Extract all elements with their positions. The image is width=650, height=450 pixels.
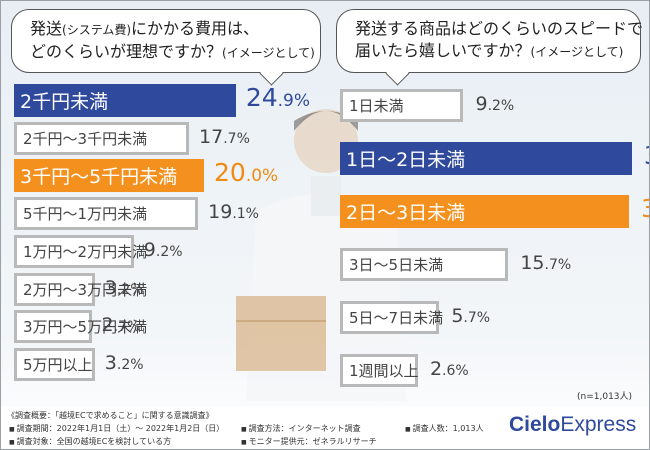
left-question-bubble: 発送(システム費)にかかる費用は、 どのくらいが理想ですか？(イメージとして)	[11, 9, 321, 73]
right-question-line2: 届いたら嬉しいですか？(イメージとして)	[355, 41, 624, 60]
chart0-category-label-2: 3千円～5千円未満	[20, 166, 178, 189]
chart0-category-label-5: 2万円～3万円未満	[23, 280, 148, 299]
chart1-bar-1: 1日～2日未満	[340, 142, 632, 175]
chart0-category-label-3: 5千円～1万円未満	[23, 205, 148, 224]
footer-target: 調査対象：全国の越境ECを検討している方	[9, 436, 171, 447]
chart1-value-label-2: 33.2%	[641, 194, 649, 223]
footer-provider: モニター提供元：ゼネラルリサーチ	[241, 436, 377, 447]
chart0-value-label-3: 19.1%	[208, 201, 259, 224]
chart1-category-label-5: 1週間以上	[349, 362, 419, 380]
chart0-bar-4: 1万円～2万円未満	[14, 234, 147, 268]
chart0-value-label-7: 3.2%	[104, 351, 144, 374]
chart1-bar-0: 1日未満	[340, 89, 464, 122]
chart1-value-label-3: 15.7%	[520, 252, 572, 274]
footer-count: 調査人数：1,013人	[405, 423, 484, 434]
chart0-value-label-5: 3.2%	[104, 276, 144, 299]
right-question-line1: 発送する商品はどのくらいのスピードで	[355, 19, 644, 38]
chart0-value-label-2: 20.0%	[214, 158, 279, 188]
chart1-bar-4: 5日～7日未満	[340, 301, 443, 334]
footer-period: 調査期間：2022年1月1日（土）～ 2022年1月2日（日）	[9, 423, 225, 434]
chart1-value-label-4: 5.7%	[451, 305, 491, 327]
chart1-value-label-0: 9.2%	[475, 93, 515, 115]
left-question-line1: 発送(システム費)にかかる費用は、	[30, 19, 260, 38]
chart0-category-label-1: 2千円～3千円未満	[23, 129, 148, 148]
chart1-category-label-1: 1日～2日未満	[346, 149, 466, 171]
chart1-bar-3: 3日～5日未満	[340, 248, 509, 281]
chart0-bar-3: 5千円～1万円未満	[14, 197, 199, 231]
chart1-category-label-0: 1日未満	[349, 97, 404, 115]
chart1-value-label-5: 2.6%	[429, 358, 469, 380]
chart0-bar-1: 2千円～3千円未満	[14, 121, 190, 155]
chart1-category-label-2: 2日～3日未満	[346, 202, 466, 224]
cielo-express-logo: CieloExpress	[509, 413, 637, 436]
chart0-value-label-4: 9.2%	[143, 238, 183, 261]
chart0-category-label-6: 3万円～5万円未満	[23, 318, 148, 337]
chart0-bar-5: 2万円～3万円未満	[14, 272, 147, 306]
chart0-bar-6: 3万円～5万円未満	[14, 310, 147, 344]
survey-footer: 《調査概要：「越境ECで求めること」に関する意識調査》 調査期間：2022年1月…	[1, 406, 649, 449]
chart0-category-label-7: 5万円以上	[23, 355, 93, 374]
footer-title: 《調査概要：「越境ECで求めること」に関する意識調査》	[7, 411, 214, 420]
chart0-value-label-0: 24.9%	[245, 83, 311, 112]
chart0-bar-2: 3千円～5千円未満	[14, 159, 204, 193]
chart0-value-label-1: 17.7%	[199, 125, 250, 148]
chart0-category-label-4: 1万円～2万円未満	[23, 242, 148, 261]
right-question-bubble: 発送する商品はどのくらいのスピードで 届いたら嬉しいですか？(イメージとして)	[336, 9, 644, 73]
footer-method: 調査方法：インターネット調査	[241, 423, 361, 434]
chart1-bar-5: 1週間以上	[340, 354, 419, 387]
chart1-bar-2: 2日～3日未満	[340, 195, 630, 228]
chart1-category-label-3: 3日～5日未満	[349, 256, 444, 274]
chart0-bar-0: 2千円未満	[14, 84, 236, 117]
chart0-category-label-0: 2千円未満	[20, 91, 109, 113]
sample-size-note: (n=1,013人)	[577, 392, 633, 402]
chart0-value-label-6: 2.7%	[101, 314, 141, 337]
left-question-line2: どのくらいが理想ですか？(イメージとして)	[30, 42, 315, 61]
chart1-category-label-4: 5日～7日未満	[349, 309, 444, 327]
chart1-value-label-1: 33.6%	[644, 141, 649, 170]
delivery-person-illustration	[236, 109, 406, 401]
chart0-bar-7: 5万円以上	[14, 347, 95, 381]
